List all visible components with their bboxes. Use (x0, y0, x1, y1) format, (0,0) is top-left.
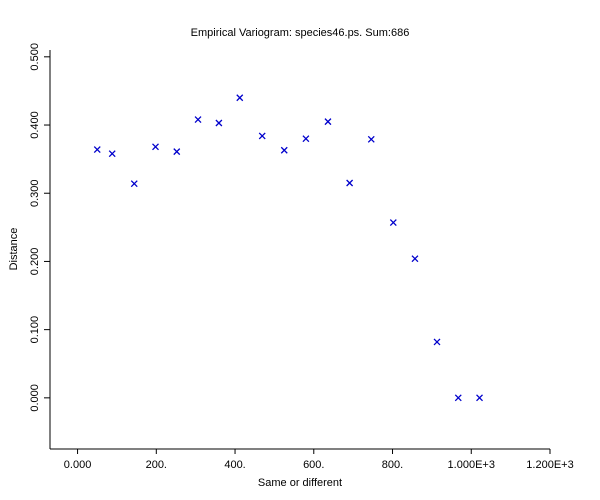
data-point (152, 143, 159, 151)
y-tick-label: 0.400 (29, 111, 41, 139)
data-point (433, 338, 441, 346)
data-point (280, 146, 288, 154)
x-tick-label: 800. (382, 459, 403, 471)
data-point (130, 180, 138, 188)
chart-title: Empirical Variogram: species46.ps. Sum:6… (191, 27, 410, 39)
data-point (302, 135, 310, 143)
data-point (367, 135, 375, 143)
data-point (324, 118, 332, 126)
data-point (215, 119, 223, 127)
data-point (236, 94, 244, 102)
data-point (389, 219, 397, 227)
data-point (476, 394, 483, 402)
data-point (194, 116, 202, 124)
data-point (108, 150, 116, 158)
data-point (346, 179, 354, 187)
data-point (93, 146, 101, 154)
x-tick-label: 200. (146, 459, 167, 471)
y-tick-label: 0.500 (29, 43, 41, 71)
data-point (411, 255, 419, 263)
y-axis-ticks: 0.000 0.100 0.200 0.300 0.400 0.500 (29, 43, 50, 412)
x-axis-label: Same or different (258, 477, 342, 489)
y-tick-label: 0.000 (29, 384, 41, 412)
y-tick-label: 0.200 (29, 248, 41, 276)
y-axis-label: Distance (8, 228, 20, 271)
data-point (173, 148, 181, 156)
data-points (93, 94, 483, 402)
y-tick-label: 0.300 (29, 179, 41, 207)
x-tick-label: 0.000 (64, 459, 92, 471)
x-tick-label: 400. (224, 459, 245, 471)
data-point (258, 132, 266, 140)
y-tick-label: 0.100 (29, 316, 41, 344)
x-axis-ticks: 0.000 200. 400. 600. 800. 1.000E+3 1.200E+3 (64, 449, 574, 471)
x-tick-label: 600. (303, 459, 324, 471)
x-tick-label: 1.000E+3 (448, 459, 495, 471)
data-point (454, 394, 462, 402)
x-tick-label: 1.200E+3 (526, 459, 573, 471)
